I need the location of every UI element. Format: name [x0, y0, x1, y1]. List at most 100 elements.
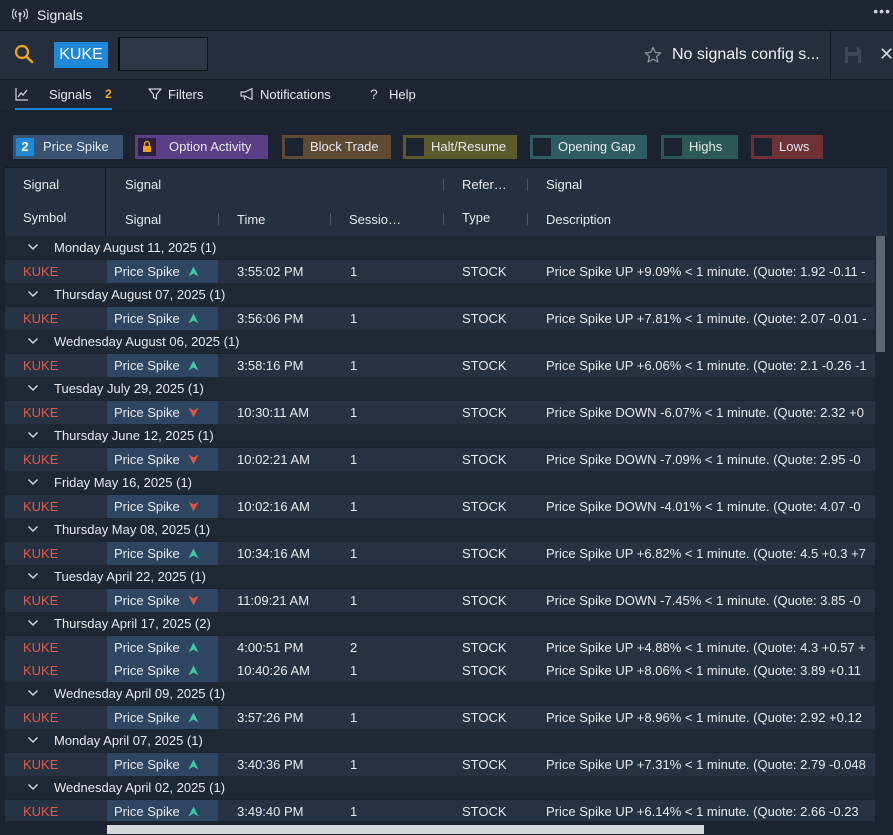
date-group-row[interactable]: Tuesday July 29, 2025 (1): [5, 377, 875, 400]
horizontal-scroll-thumb[interactable]: [107, 825, 704, 834]
horizontal-scrollbar[interactable]: [5, 821, 875, 834]
col-description[interactable]: Description: [546, 212, 612, 227]
col-signal[interactable]: Signal: [125, 212, 162, 227]
row-symbol: KUKE: [23, 546, 59, 561]
tab-signals[interactable]: Signals 2: [15, 86, 112, 110]
date-group-row[interactable]: Thursday April 17, 2025 (2): [5, 612, 875, 635]
date-group-row[interactable]: Wednesday August 06, 2025 (1): [5, 330, 875, 353]
filter-checkbox[interactable]: [406, 138, 424, 156]
symbol-input[interactable]: [118, 37, 208, 71]
col-time[interactable]: Time: [237, 212, 266, 227]
chevron-down-icon[interactable]: [27, 382, 39, 394]
date-group-row[interactable]: Monday April 07, 2025 (1): [5, 729, 875, 752]
date-group-row[interactable]: Thursday May 08, 2025 (1): [5, 518, 875, 541]
table-row[interactable]: KUKE Price Spike 11:09:21 AM 1 STOCK Price Sp…: [5, 589, 875, 612]
close-icon[interactable]: ✕: [879, 44, 893, 64]
col-group-signal-3[interactable]: Signal: [546, 177, 583, 192]
filter-checkbox[interactable]: [664, 138, 682, 156]
row-type: STOCK: [462, 452, 507, 467]
chevron-down-icon[interactable]: [27, 617, 39, 629]
signals-table-body: Monday August 11, 2025 (1) KUKE Price Spik…: [5, 236, 875, 821]
filter-checkbox[interactable]: [533, 138, 551, 156]
chevron-down-icon[interactable]: [27, 476, 39, 488]
row-session: 1: [350, 499, 358, 514]
table-row[interactable]: KUKE Price Spike 10:40:26 AM 1 STOCK Price Sp…: [5, 659, 875, 682]
save-icon[interactable]: [844, 46, 862, 64]
arrow-down-icon: [188, 501, 199, 512]
filter-price-spike[interactable]: 2 Price Spike: [13, 135, 123, 159]
filter-halt-resume[interactable]: Halt/Resume: [403, 135, 517, 159]
table-row[interactable]: KUKE Price Spike 4:00:51 PM 2 STOCK Price Spi…: [5, 636, 875, 659]
filter-option-activity[interactable]: Option Activity: [135, 135, 268, 159]
row-symbol: KUKE: [23, 358, 59, 373]
row-symbol: KUKE: [23, 710, 59, 725]
chevron-down-icon[interactable]: [27, 570, 39, 582]
vertical-scrollbar[interactable]: [875, 236, 887, 821]
filter-highs[interactable]: Highs: [661, 135, 738, 159]
row-signal-cell: Price Spike: [107, 354, 218, 377]
table-row[interactable]: KUKE Price Spike 3:55:02 PM 1 STOCK Price Spi…: [5, 260, 875, 283]
chevron-down-icon[interactable]: [27, 335, 39, 347]
chevron-down-icon[interactable]: [27, 523, 39, 535]
more-icon[interactable]: •••: [873, 3, 891, 19]
filter-block-trade[interactable]: Block Trade: [282, 135, 391, 159]
filter-label: Opening Gap: [558, 139, 636, 154]
row-symbol: KUKE: [23, 663, 59, 678]
table-row[interactable]: KUKE Price Spike 10:30:11 AM 1 STOCK Price Sp…: [5, 401, 875, 424]
col-symbol[interactable]: Symbol: [23, 210, 67, 225]
col-group-reference[interactable]: Refer…: [462, 177, 507, 192]
row-signal-cell: Price Spike: [107, 401, 218, 424]
table-row[interactable]: KUKE Price Spike 3:40:36 PM 1 STOCK Price Spi…: [5, 753, 875, 776]
date-group-row[interactable]: Wednesday April 02, 2025 (1): [5, 776, 875, 799]
table-row[interactable]: KUKE Price Spike 10:34:16 AM 1 STOCK Price Sp…: [5, 542, 875, 565]
date-group-label: Thursday May 08, 2025 (1): [54, 522, 211, 537]
date-group-label: Friday May 16, 2025 (1): [54, 475, 193, 490]
filter-checkbox[interactable]: [754, 138, 772, 156]
tab-help[interactable]: ? Help: [369, 86, 419, 108]
chevron-down-icon[interactable]: [27, 734, 39, 746]
row-session: 1: [350, 405, 358, 420]
filter-opening-gap[interactable]: Opening Gap: [530, 135, 647, 159]
chevron-down-icon[interactable]: [27, 687, 39, 699]
col-type[interactable]: Type: [462, 210, 491, 225]
date-group-row[interactable]: Wednesday April 09, 2025 (1): [5, 682, 875, 705]
chevron-down-icon[interactable]: [27, 781, 39, 793]
row-time: 3:49:40 PM: [237, 804, 304, 819]
divider: [830, 31, 831, 79]
row-symbol: KUKE: [23, 593, 59, 608]
date-group-row[interactable]: Friday May 16, 2025 (1): [5, 471, 875, 494]
date-group-label: Wednesday April 09, 2025 (1): [54, 686, 226, 701]
date-group-row[interactable]: Monday August 11, 2025 (1): [5, 236, 875, 259]
chart-line-icon: [15, 88, 28, 101]
chevron-down-icon[interactable]: [27, 241, 39, 253]
col-group-signal-1[interactable]: Signal: [23, 177, 60, 192]
col-session[interactable]: Sessio…: [349, 212, 402, 227]
date-group-label: Thursday June 12, 2025 (1): [54, 428, 214, 443]
tab-notifications[interactable]: Notifications: [240, 86, 336, 108]
row-time: 3:56:06 PM: [237, 311, 304, 326]
chevron-down-icon[interactable]: [27, 429, 39, 441]
chevron-down-icon[interactable]: [27, 288, 39, 300]
row-type: STOCK: [462, 663, 507, 678]
search-icon[interactable]: [14, 44, 34, 64]
filter-lows[interactable]: Lows: [751, 135, 823, 159]
config-name[interactable]: No signals config s...: [672, 46, 820, 63]
filter-checkbox[interactable]: [285, 138, 303, 156]
table-row[interactable]: KUKE Price Spike 3:58:16 PM 1 STOCK Price Spi…: [5, 354, 875, 377]
table-row[interactable]: KUKE Price Spike 10:02:16 AM 1 STOCK Price Sp…: [5, 495, 875, 518]
table-row[interactable]: KUKE Price Spike 3:57:26 PM 1 STOCK Price Spi…: [5, 706, 875, 729]
table-row[interactable]: KUKE Price Spike 3:49:40 PM 1 STOCK Price Spi…: [5, 800, 875, 821]
vertical-scroll-thumb[interactable]: [876, 236, 885, 352]
table-row[interactable]: KUKE Price Spike 10:02:21 AM 1 STOCK Price Sp…: [5, 448, 875, 471]
star-icon[interactable]: [644, 46, 662, 64]
ticker-badge[interactable]: KUKE: [54, 42, 108, 68]
date-group-row[interactable]: Tuesday April 22, 2025 (1): [5, 565, 875, 588]
filter-label: Lows: [779, 139, 810, 154]
tab-filters[interactable]: Filters: [148, 86, 208, 108]
col-group-signal-2[interactable]: Signal: [125, 177, 162, 192]
row-type: STOCK: [462, 710, 507, 725]
date-group-row[interactable]: Thursday June 12, 2025 (1): [5, 424, 875, 447]
row-session: 1: [350, 546, 358, 561]
table-row[interactable]: KUKE Price Spike 3:56:06 PM 1 STOCK Price Spi…: [5, 307, 875, 330]
date-group-row[interactable]: Thursday August 07, 2025 (1): [5, 283, 875, 306]
